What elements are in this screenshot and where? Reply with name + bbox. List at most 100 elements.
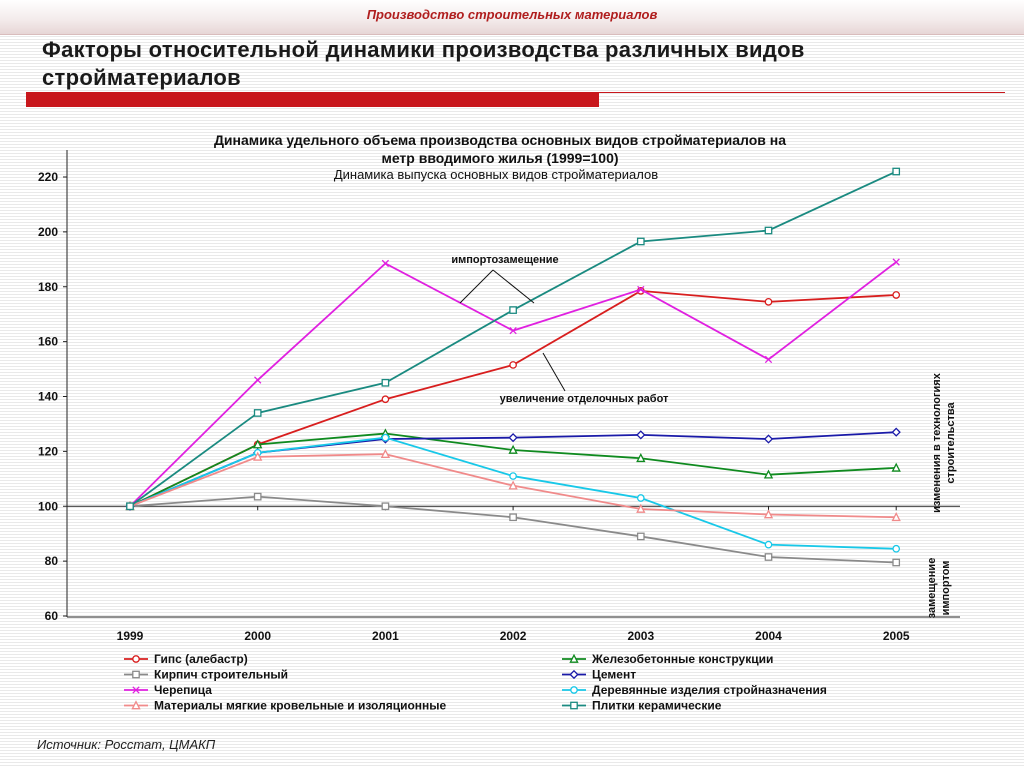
data-point [636,237,645,246]
x-tick-label: 2002 [500,629,527,643]
data-point [509,361,517,369]
legend-marker [131,700,141,710]
annotation-line: импортом [940,561,952,616]
data-point [380,448,391,458]
y-tick-label: 220 [38,170,58,184]
legend-item: Материалы мягкие кровельные и изоляционн… [124,699,447,713]
legend-label: Деревянные изделия стройназначения [592,683,827,697]
legend-item: Железобетонные конструкции [562,652,773,666]
data-point [381,378,390,387]
y-tick-label: 80 [45,554,59,568]
data-point [636,532,645,541]
data-point [381,433,390,442]
data-point [509,306,517,314]
data-point [636,503,646,513]
series-layer [125,167,901,567]
annotation-line: замещение [926,558,938,619]
data-point [636,453,646,463]
series-7 [125,448,901,522]
y-tick-label: 200 [38,225,58,239]
x-tick-label: 2003 [627,629,654,643]
y-tick-label: 100 [38,499,58,513]
data-point [892,167,901,176]
data-point [892,291,901,299]
page-title: Факторы относительной динамики производс… [42,37,805,90]
title-divider [599,92,1005,93]
annotation-import-substitution: импортозамещение [451,254,558,266]
data-point [892,258,900,266]
legend-item: Кирпич строительный [124,668,288,682]
annotation-pointer [459,269,494,304]
annotation-tech-change: изменения в технологиях строительства [931,372,957,513]
marker-stroke [509,326,517,335]
marker-stroke [254,376,262,384]
legend-label: Кирпич строительный [154,668,288,682]
y-tick-label: 140 [38,390,58,404]
title-accent-bar [26,92,599,107]
legend-label: Материалы мягкие кровельные и изоляционн… [154,699,447,713]
marker-stroke [381,259,390,268]
data-point [763,469,774,479]
data-point [253,451,263,461]
series-8 [126,167,901,511]
data-point [892,544,901,553]
y-tick-label: 60 [45,609,59,623]
legend-marker [569,669,579,680]
legend-label: Черепица [154,683,212,697]
y-tick-label: 180 [38,280,58,294]
legend-label: Железобетонные конструкции [591,652,773,666]
data-point [764,540,773,549]
data-point [892,558,901,567]
data-point [381,502,390,511]
data-point [253,439,263,449]
data-point [508,444,518,454]
data-point [509,472,517,480]
data-point [636,494,645,502]
section-title: Производство строительных материалов [366,7,658,22]
data-point [508,433,518,443]
legend-marker [132,655,140,663]
data-point [509,326,517,335]
series-line [129,261,897,507]
annotation-pointer [492,269,535,304]
legend-marker [570,686,578,694]
legend-item: Черепица [124,683,212,697]
annotation-finishing-works: увеличение отделочных работ [500,393,669,405]
legend-item: Цемент [562,668,636,682]
series-line [129,432,897,508]
x-tick-label: 2005 [883,629,910,643]
legend-item: Гипс (алебастр) [124,652,248,666]
series-line [129,436,897,550]
marker-stroke [132,686,140,694]
data-point [381,259,390,268]
data-point [637,285,645,294]
data-point [254,376,262,384]
data-point [253,409,262,417]
annotation-pointer [542,352,566,392]
legend-label: Плитки керамические [592,699,722,713]
data-point [764,226,773,235]
annotation-import-replacement: замещение импортом [926,558,952,619]
legend-item: Плитки керамические [562,699,722,713]
data-point [891,427,901,437]
data-point [891,512,901,522]
y-axis: 60 80 100 120 140 160 180 200 220 [38,170,67,623]
data-point [253,492,262,501]
chart-title-line-2: метр вводимого жилья (1999=100) [381,150,618,166]
series-5 [126,258,900,510]
series-3 [126,492,901,567]
y-tick-label: 160 [38,335,58,349]
data-point [381,395,390,404]
source-note: Источник: Росстат, ЦМАКП [37,737,216,752]
annotations: импортозамещение увеличение отделочных ра… [451,254,957,618]
series-line [129,170,897,507]
legend-marker [132,686,140,694]
data-point [508,480,518,490]
annotation-line: изменения в технологиях [931,372,943,513]
data-point [891,462,901,472]
x-tick-label: 2000 [244,629,271,643]
x-axis: 1999 2000 2001 2002 2003 2004 2005 [117,506,910,643]
legend-item: Деревянные изделия стройназначения [562,683,827,697]
legend-marker [570,701,578,710]
chart-legend: Гипс (алебастр) Железобетонные конструкци… [124,652,827,713]
